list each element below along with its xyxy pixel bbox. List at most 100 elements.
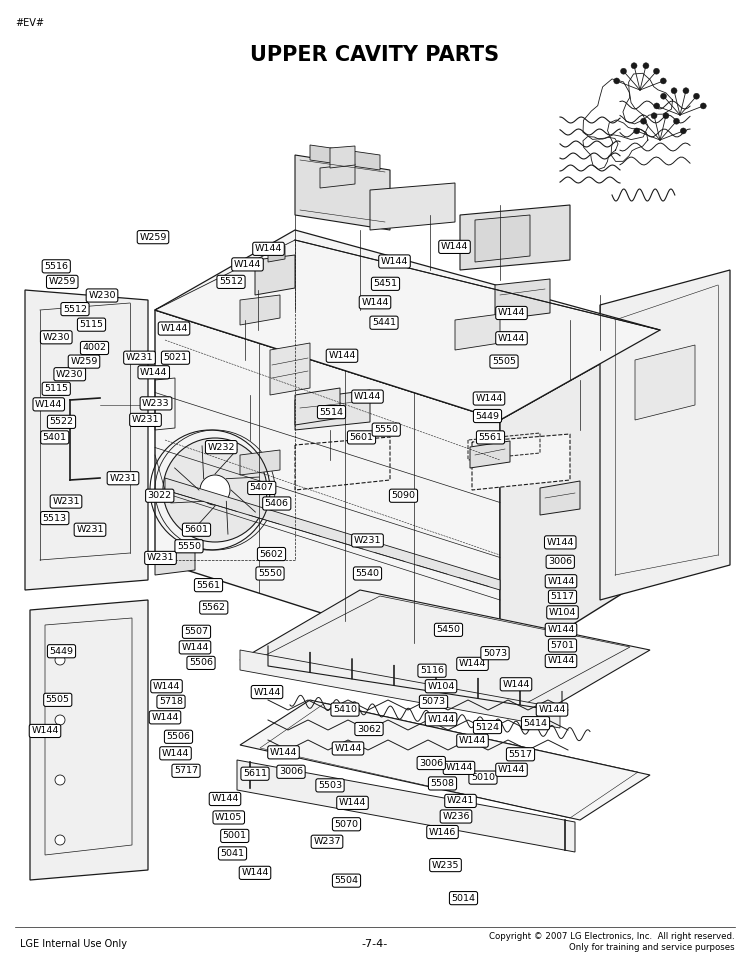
- Text: W144: W144: [503, 679, 530, 689]
- Text: 5505: 5505: [46, 695, 70, 705]
- Polygon shape: [540, 481, 580, 515]
- Polygon shape: [500, 330, 660, 670]
- Text: W237: W237: [314, 837, 340, 847]
- Text: 5451: 5451: [374, 279, 398, 289]
- Text: W144: W144: [211, 794, 238, 804]
- Text: -7-4-: -7-4-: [362, 939, 388, 949]
- Text: 3022: 3022: [148, 491, 172, 501]
- Text: W105: W105: [215, 813, 242, 822]
- Text: W144: W144: [427, 714, 454, 724]
- Text: W144: W144: [354, 392, 381, 401]
- Circle shape: [55, 655, 65, 665]
- Text: 5001: 5001: [223, 831, 247, 841]
- Text: W231: W231: [354, 536, 381, 545]
- Text: 5401: 5401: [43, 433, 67, 442]
- Text: W144: W144: [152, 712, 178, 722]
- Text: W144: W144: [459, 736, 486, 746]
- Text: W144: W144: [32, 726, 58, 736]
- Text: 5611: 5611: [243, 769, 267, 779]
- Text: 5449: 5449: [476, 411, 500, 421]
- Text: W231: W231: [126, 353, 153, 363]
- Text: 5124: 5124: [476, 722, 500, 732]
- Text: 5070: 5070: [334, 819, 358, 829]
- Text: W146: W146: [429, 827, 456, 837]
- Circle shape: [163, 438, 267, 542]
- Circle shape: [660, 78, 666, 84]
- Polygon shape: [475, 215, 530, 262]
- Text: 5406: 5406: [265, 499, 289, 508]
- Text: 5701: 5701: [550, 641, 574, 650]
- Text: W144: W144: [140, 367, 167, 377]
- Text: W144: W144: [242, 868, 268, 878]
- Text: 5550: 5550: [374, 425, 398, 434]
- Polygon shape: [600, 270, 730, 600]
- Text: 5522: 5522: [50, 417, 74, 427]
- Text: W144: W144: [498, 308, 525, 318]
- Text: 5449: 5449: [50, 646, 74, 656]
- Text: 5115: 5115: [80, 320, 104, 330]
- Text: 5601: 5601: [184, 525, 209, 535]
- Circle shape: [661, 93, 667, 99]
- Text: W259: W259: [140, 232, 166, 242]
- Text: W231: W231: [147, 553, 174, 563]
- Text: W144: W144: [548, 576, 574, 586]
- Circle shape: [55, 775, 65, 785]
- Text: W231: W231: [76, 525, 104, 535]
- Circle shape: [694, 93, 700, 99]
- Polygon shape: [240, 590, 650, 720]
- Circle shape: [634, 128, 640, 134]
- Text: W104: W104: [427, 681, 454, 691]
- Text: W144: W144: [459, 659, 486, 669]
- Text: W144: W144: [162, 748, 189, 758]
- Circle shape: [680, 128, 686, 134]
- Polygon shape: [240, 700, 650, 820]
- Polygon shape: [295, 388, 340, 425]
- Text: W144: W144: [548, 656, 574, 666]
- Polygon shape: [295, 390, 370, 430]
- Polygon shape: [295, 155, 390, 230]
- Polygon shape: [165, 478, 500, 590]
- Text: W144: W144: [160, 324, 188, 333]
- Text: #EV#: #EV#: [15, 18, 44, 28]
- Text: 4002: 4002: [82, 343, 106, 353]
- Polygon shape: [155, 310, 500, 670]
- Text: 5512: 5512: [219, 277, 243, 287]
- Text: 5540: 5540: [356, 569, 380, 578]
- Text: W144: W144: [476, 394, 502, 403]
- Circle shape: [683, 87, 689, 93]
- Polygon shape: [495, 279, 550, 320]
- Text: W144: W144: [334, 744, 362, 753]
- Polygon shape: [237, 760, 575, 852]
- Polygon shape: [240, 295, 280, 325]
- Text: 5116: 5116: [420, 666, 444, 676]
- Text: W144: W144: [381, 257, 408, 266]
- Text: 3006: 3006: [548, 557, 572, 567]
- Polygon shape: [310, 145, 380, 170]
- Text: W230: W230: [56, 369, 83, 379]
- Text: 3006: 3006: [419, 758, 443, 768]
- Text: W241: W241: [447, 796, 474, 806]
- Circle shape: [643, 63, 649, 69]
- Text: W144: W144: [270, 747, 297, 757]
- Text: 5073: 5073: [483, 648, 507, 658]
- Text: 5550: 5550: [177, 541, 201, 551]
- Text: 5506: 5506: [166, 732, 190, 742]
- Text: 5561: 5561: [196, 580, 220, 590]
- Text: 5115: 5115: [44, 384, 68, 394]
- Text: 5517: 5517: [509, 749, 532, 759]
- Text: W144: W144: [498, 333, 525, 343]
- Text: W104: W104: [549, 608, 576, 617]
- Text: 5562: 5562: [202, 603, 226, 612]
- Polygon shape: [240, 450, 280, 475]
- Text: 5550: 5550: [258, 569, 282, 578]
- Text: 5512: 5512: [63, 304, 87, 314]
- Text: 5450: 5450: [436, 625, 460, 635]
- Circle shape: [653, 68, 659, 74]
- Text: W144: W144: [254, 687, 280, 697]
- Text: W235: W235: [432, 860, 459, 870]
- Text: W231: W231: [110, 473, 136, 483]
- Polygon shape: [255, 255, 295, 295]
- Polygon shape: [155, 550, 195, 575]
- Text: W230: W230: [43, 332, 70, 342]
- Text: W236: W236: [442, 812, 470, 821]
